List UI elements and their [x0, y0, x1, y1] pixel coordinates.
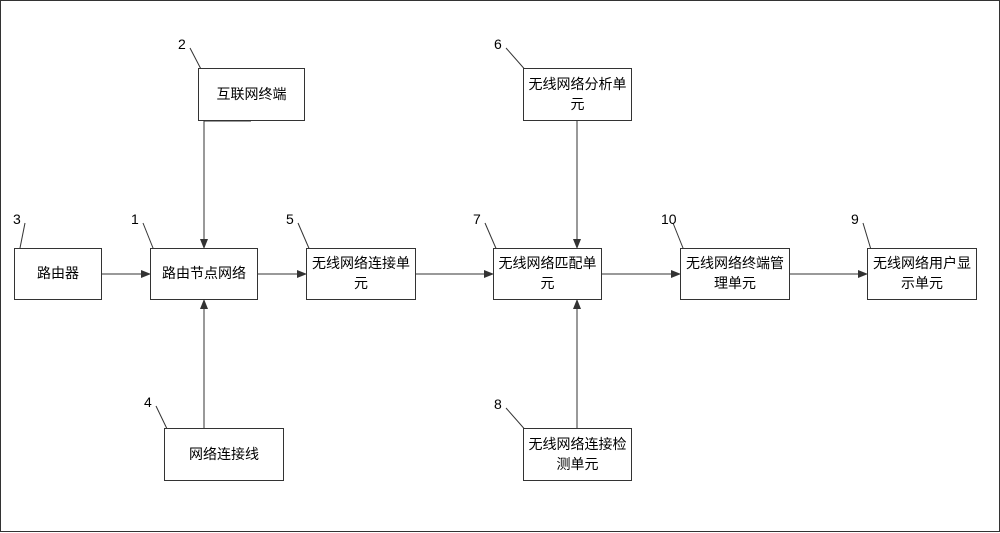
- callout-number-3: 3: [13, 211, 21, 227]
- callout-number-4: 4: [144, 394, 152, 410]
- node-label: 路由器: [37, 264, 79, 284]
- flowchart-node-n1: 路由节点网络: [150, 248, 258, 300]
- flowchart-node-n6: 无线网络分析单 元: [523, 68, 632, 121]
- callout-number-7: 7: [473, 211, 481, 227]
- node-label: 无线网络匹配单 元: [499, 254, 597, 293]
- node-label: 互联网终端: [217, 85, 287, 105]
- node-label: 网络连接线: [189, 445, 259, 465]
- node-label: 无线网络连接单 元: [312, 254, 410, 293]
- callout-number-1: 1: [131, 211, 139, 227]
- callout-number-10: 10: [661, 211, 677, 227]
- callout-number-2: 2: [178, 36, 186, 52]
- diagram-container: 路由节点网络 1 互联网终端 2 路由器 3 网络连接线 4 无线网络连接单 元 5 无线网络分析单…: [0, 0, 1000, 532]
- flowchart-node-n8: 无线网络连接检 测单元: [523, 428, 632, 481]
- node-label: 无线网络连接检 测单元: [529, 435, 627, 474]
- node-label: 无线网络终端管 理单元: [686, 254, 784, 293]
- node-label: 无线网络用户显 示单元: [873, 254, 971, 293]
- callout-number-6: 6: [494, 36, 502, 52]
- callout-number-8: 8: [494, 396, 502, 412]
- flowchart-node-n4: 网络连接线: [164, 428, 284, 481]
- flowchart-node-n9: 无线网络用户显 示单元: [867, 248, 977, 300]
- flowchart-node-n5: 无线网络连接单 元: [306, 248, 416, 300]
- node-label: 路由节点网络: [162, 264, 246, 284]
- callout-number-9: 9: [851, 211, 859, 227]
- flowchart-node-n10: 无线网络终端管 理单元: [680, 248, 790, 300]
- node-label: 无线网络分析单 元: [529, 75, 627, 114]
- flowchart-node-n7: 无线网络匹配单 元: [493, 248, 602, 300]
- callout-number-5: 5: [286, 211, 294, 227]
- flowchart-node-n2: 互联网终端: [198, 68, 305, 121]
- flowchart-node-n3: 路由器: [14, 248, 102, 300]
